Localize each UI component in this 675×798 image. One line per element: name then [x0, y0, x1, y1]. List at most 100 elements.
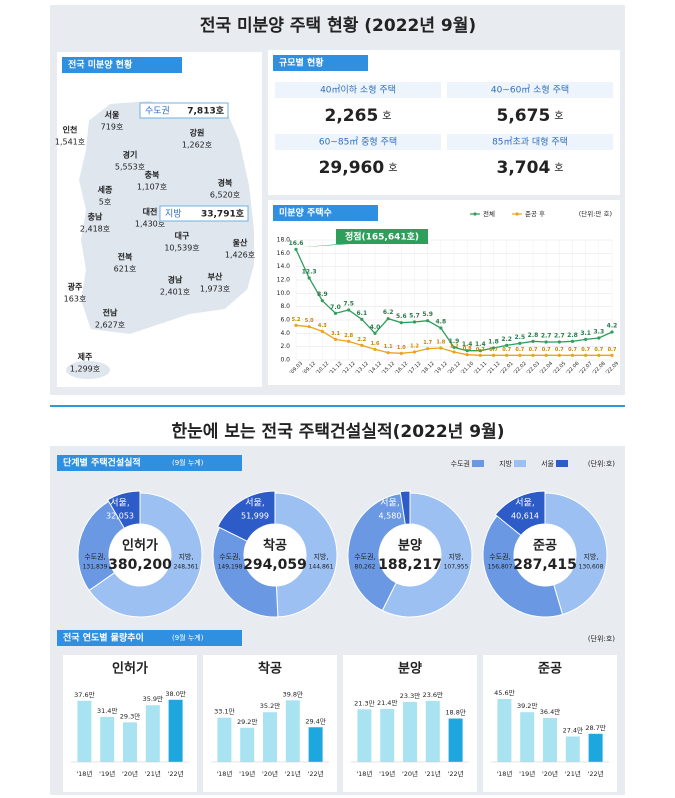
x-tick-label: '19년 [239, 769, 255, 778]
size-number: 29,960 [319, 158, 385, 178]
region-value: 5호 [99, 198, 111, 207]
size-value: 5,675 호 [497, 106, 564, 126]
line-point [412, 320, 417, 324]
stage-tag [57, 455, 242, 471]
line-panel [268, 200, 620, 385]
size-tag [273, 55, 368, 71]
legend-label: 준공 후 [525, 210, 545, 218]
bar [145, 705, 160, 762]
legend-dot [515, 212, 519, 216]
line-point [452, 350, 456, 354]
region-name: 경북 [218, 178, 233, 188]
size-name: 40~60㎡ 소형 주택 [491, 85, 569, 96]
point-label: 0.7 [515, 347, 524, 353]
line-point [491, 353, 496, 357]
x-tick-label: '18년 [76, 769, 92, 778]
bar-label: 37.6만 [74, 690, 94, 699]
point-label: 0.7 [568, 347, 577, 353]
segment-value: 32,053 [106, 512, 134, 521]
x-tick-label: '18년 [496, 769, 512, 778]
x-tick-label: '20년 [122, 769, 138, 778]
donut-title: 착공 [263, 538, 287, 554]
point-label: 5.7 [409, 313, 420, 320]
region-value: 1,973호 [200, 285, 230, 294]
point-label: 0.7 [608, 347, 617, 353]
bar-label: 45.6만 [494, 688, 514, 697]
bar [263, 712, 277, 762]
jeju-map [66, 361, 110, 379]
line-point [465, 353, 469, 357]
region-value: 719호 [101, 123, 124, 132]
donut-title: 준공 [533, 539, 557, 554]
line-tag [273, 205, 378, 221]
line-point [570, 353, 575, 357]
bar-title: 준공 [538, 662, 562, 677]
y-tick-label: 0.0 [280, 357, 290, 364]
point-label: 1.9 [449, 338, 460, 345]
line-point [465, 349, 469, 353]
line-point [610, 330, 614, 334]
line-point [294, 323, 298, 327]
region-value: 6,520호 [210, 191, 240, 200]
line-point [584, 353, 588, 357]
y-tick-label: 12.0 [277, 277, 291, 284]
bar [240, 727, 255, 762]
x-tick-label: '22년 [308, 769, 324, 778]
line-point [610, 353, 614, 357]
point-label: 0.7 [581, 347, 590, 353]
point-label: 0.7 [502, 347, 511, 353]
region-name: 충북 [145, 170, 160, 180]
bar [100, 716, 115, 762]
region-value: 2,401호 [160, 288, 190, 297]
point-label: 2.5 [515, 334, 526, 341]
line-point [412, 350, 417, 354]
point-label: 4.8 [436, 319, 447, 326]
annotation: 정점(165,641호) [345, 231, 419, 243]
x-tick-label: '22년 [448, 769, 464, 778]
size-unit: 호 [554, 110, 563, 122]
line-point [597, 353, 601, 357]
bar [285, 700, 300, 762]
bar-title: 인허가 [112, 661, 148, 677]
bar [357, 709, 372, 762]
point-label: 5.9 [422, 311, 433, 318]
size-name: 85㎡초과 대형 주택 [492, 137, 568, 148]
x-tick-label: '21년 [285, 769, 301, 778]
size-label: 규모별 현황 [279, 57, 324, 69]
line-point [505, 343, 509, 347]
region-name: 충남 [88, 212, 103, 222]
trend-note: (9월 누계) [172, 633, 204, 642]
point-label: 0.7 [542, 347, 551, 353]
region-name: 전북 [118, 252, 133, 262]
point-label: 5.6 [396, 313, 407, 320]
point-label: 1.2 [450, 344, 459, 350]
bar-label: 35.9만 [143, 694, 163, 703]
size-cell-head [275, 134, 441, 150]
line-point [452, 345, 456, 349]
region-value: 1,430호 [135, 220, 165, 229]
point-label: 1.8 [436, 340, 445, 346]
bar [543, 717, 557, 762]
region-name: 대구 [175, 231, 190, 241]
point-label: 8.9 [317, 291, 328, 298]
group-value: 7,813호 [187, 106, 224, 117]
bar-title: 착공 [258, 661, 282, 677]
donut-segment [381, 492, 473, 618]
point-label: 0.7 [489, 347, 498, 353]
line-point [426, 319, 430, 323]
x-tick-label: '20년 [262, 769, 278, 778]
bar-label: 29.3만 [120, 711, 140, 720]
line-point [597, 336, 601, 340]
point-label: 0.7 [476, 347, 485, 353]
y-tick-label: 2.0 [280, 343, 290, 350]
line-point [570, 339, 575, 343]
annotation-pointer [300, 244, 350, 248]
region-name: 광주 [68, 282, 83, 292]
line-point [294, 247, 298, 251]
group-name: 지방 [165, 209, 182, 220]
point-label: 6.2 [383, 309, 394, 316]
line-point [518, 353, 522, 357]
donut-total: 380,200 [108, 557, 172, 573]
bar-label: 35.2만 [260, 701, 280, 710]
